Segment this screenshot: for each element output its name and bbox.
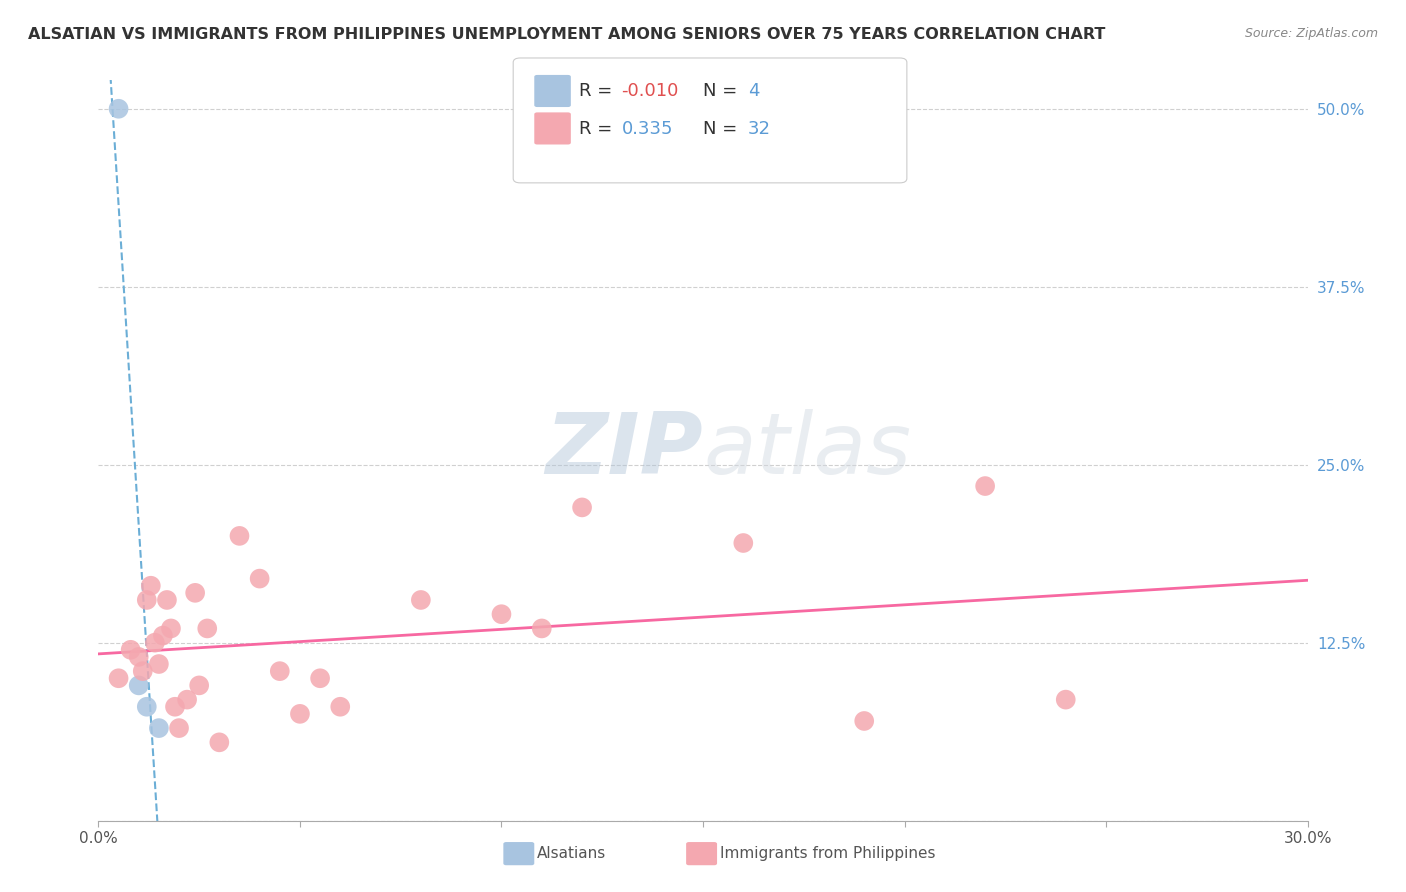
Point — [409, 593, 432, 607]
Point — [107, 102, 129, 116]
Point — [188, 678, 211, 692]
Text: ZIP: ZIP — [546, 409, 703, 492]
Point — [139, 579, 162, 593]
Point — [329, 699, 352, 714]
Point — [176, 692, 198, 706]
Text: -0.010: -0.010 — [621, 82, 679, 100]
Point — [288, 706, 311, 721]
Text: R =: R = — [579, 120, 619, 137]
Point — [249, 572, 271, 586]
Point — [135, 593, 157, 607]
Text: ALSATIAN VS IMMIGRANTS FROM PHILIPPINES UNEMPLOYMENT AMONG SENIORS OVER 75 YEARS: ALSATIAN VS IMMIGRANTS FROM PHILIPPINES … — [28, 27, 1105, 42]
Point — [571, 500, 593, 515]
Point — [128, 649, 150, 664]
Point — [120, 642, 142, 657]
Point — [135, 699, 157, 714]
Point — [208, 735, 231, 749]
Text: atlas: atlas — [703, 409, 911, 492]
Point — [148, 657, 170, 671]
Text: Immigrants from Philippines: Immigrants from Philippines — [720, 846, 935, 861]
Point — [167, 721, 190, 735]
Point — [156, 593, 179, 607]
Point — [163, 699, 186, 714]
Point — [853, 714, 876, 728]
Point — [195, 622, 218, 636]
Point — [148, 721, 170, 735]
Text: 0.335: 0.335 — [621, 120, 673, 137]
Text: R =: R = — [579, 82, 619, 100]
Point — [107, 671, 129, 685]
Point — [491, 607, 513, 622]
Text: Source: ZipAtlas.com: Source: ZipAtlas.com — [1244, 27, 1378, 40]
Point — [160, 622, 183, 636]
Point — [269, 664, 291, 678]
Text: N =: N = — [703, 82, 742, 100]
Point — [733, 536, 755, 550]
Text: 32: 32 — [748, 120, 770, 137]
Point — [530, 622, 553, 636]
Point — [152, 628, 174, 642]
Point — [143, 635, 166, 649]
Point — [1054, 692, 1077, 706]
Point — [184, 586, 207, 600]
Point — [132, 664, 155, 678]
Point — [228, 529, 250, 543]
Text: 4: 4 — [748, 82, 759, 100]
Point — [974, 479, 997, 493]
Text: Alsatians: Alsatians — [537, 846, 606, 861]
Point — [309, 671, 332, 685]
Point — [128, 678, 150, 692]
Text: N =: N = — [703, 120, 742, 137]
